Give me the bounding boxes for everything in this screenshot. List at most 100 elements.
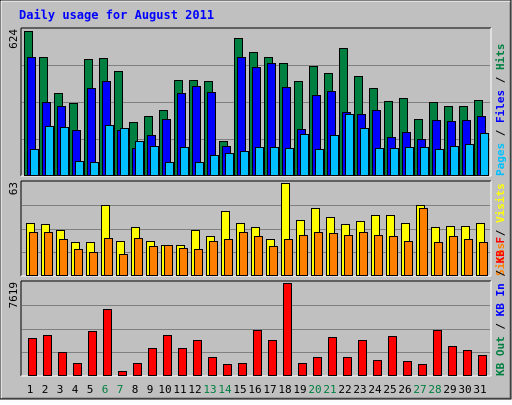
x-tick-label-day-13: 13 bbox=[203, 383, 216, 396]
x-tick-label-day-7: 7 bbox=[117, 383, 124, 396]
bar-kb-f-day-20 bbox=[313, 357, 322, 376]
x-tick-label-day-1: 1 bbox=[27, 383, 34, 396]
bar-pages-day-27 bbox=[420, 147, 429, 176]
bar-kb-f-day-29 bbox=[448, 346, 457, 376]
bar-sites-day-5 bbox=[89, 252, 98, 276]
bar-kb-f-day-23 bbox=[358, 340, 367, 376]
bar-sites-day-4 bbox=[74, 249, 83, 276]
legend-separator: / bbox=[494, 123, 507, 143]
bar-kb-f-day-12 bbox=[193, 340, 202, 376]
bar-pages-day-1 bbox=[30, 149, 39, 176]
legend-item-hits: Hits bbox=[494, 44, 507, 71]
bar-sites-day-31 bbox=[479, 242, 488, 276]
panel-kbytes-max-label: 7619 bbox=[7, 282, 20, 309]
legend-item-kb-f: KB F bbox=[494, 237, 507, 264]
bar-sites-day-19 bbox=[299, 235, 308, 276]
bar-sites-day-16 bbox=[254, 236, 263, 276]
bar-kb-f-day-25 bbox=[388, 336, 397, 376]
panel-hits: 624 Pages / Files / Hits bbox=[7, 27, 507, 177]
bar-kb-f-day-9 bbox=[148, 348, 157, 376]
bar-pages-day-24 bbox=[375, 148, 384, 176]
bar-sites-day-20 bbox=[314, 232, 323, 276]
series-pages bbox=[30, 114, 489, 176]
x-tick-label-day-2: 2 bbox=[42, 383, 49, 396]
x-tick-label-day-28: 28 bbox=[428, 383, 441, 396]
bar-kb-f-day-18 bbox=[283, 283, 292, 376]
bar-pages-day-29 bbox=[450, 146, 459, 176]
bar-pages-day-20 bbox=[315, 149, 324, 176]
x-tick-label-day-10: 10 bbox=[158, 383, 171, 396]
bar-kb-f-day-13 bbox=[208, 357, 217, 376]
panel-kbytes: 7619 KB Out / KB In / KB F bbox=[7, 237, 507, 377]
legend-separator: / bbox=[494, 223, 507, 243]
bar-pages-day-3 bbox=[60, 127, 69, 176]
bar-kb-f-day-14 bbox=[223, 364, 232, 376]
bar-pages-day-18 bbox=[285, 148, 294, 176]
bar-kb-f-day-24 bbox=[373, 360, 382, 376]
panel-visits: 63 Sites / Visits bbox=[7, 180, 507, 277]
bar-pages-day-15 bbox=[240, 151, 249, 176]
x-tick-label-day-24: 24 bbox=[368, 383, 382, 396]
bar-sites-day-17 bbox=[269, 246, 278, 276]
chart-title: Daily usage for August 2011 bbox=[19, 8, 214, 22]
x-tick-label-day-29: 29 bbox=[443, 383, 456, 396]
bar-pages-day-26 bbox=[405, 147, 414, 176]
bar-pages-day-2 bbox=[45, 126, 54, 176]
bar-pages-day-28 bbox=[435, 149, 444, 176]
bar-sites-day-15 bbox=[239, 232, 248, 276]
legend-item-pages: Pages bbox=[494, 143, 507, 176]
bar-pages-day-12 bbox=[195, 162, 204, 176]
bar-kb-f-day-22 bbox=[343, 357, 352, 376]
legend-separator: / bbox=[494, 316, 507, 336]
panel-hits-legend: Pages / Files / Hits bbox=[494, 44, 507, 177]
bar-pages-day-19 bbox=[300, 134, 309, 176]
x-tick-label-day-31: 31 bbox=[473, 383, 486, 396]
bar-pages-day-8 bbox=[135, 141, 144, 176]
bar-sites-day-28 bbox=[434, 242, 443, 276]
bar-pages-day-4 bbox=[75, 161, 84, 176]
x-tick-label-day-16: 16 bbox=[248, 383, 261, 396]
bar-sites-day-11 bbox=[179, 248, 188, 276]
bar-sites-day-12 bbox=[194, 249, 203, 276]
x-tick-label-day-21: 21 bbox=[323, 383, 336, 396]
bar-kb-f-day-15 bbox=[238, 363, 247, 376]
x-tick-label-day-3: 3 bbox=[57, 383, 64, 396]
bar-pages-day-13 bbox=[210, 155, 219, 176]
x-tick-label-day-12: 12 bbox=[188, 383, 201, 396]
x-tick-label-day-15: 15 bbox=[233, 383, 246, 396]
bar-kb-f-day-28 bbox=[433, 330, 442, 376]
bar-kb-f-day-26 bbox=[403, 361, 412, 376]
bar-sites-day-18 bbox=[284, 239, 293, 276]
bar-sites-day-1 bbox=[29, 232, 38, 276]
bar-kb-f-day-6 bbox=[103, 309, 112, 376]
bar-pages-day-25 bbox=[390, 148, 399, 176]
panel-visits-legend: Sites / Visits bbox=[494, 183, 507, 276]
legend-item-kb-out: KB Out bbox=[494, 336, 507, 376]
bar-sites-day-2 bbox=[44, 232, 53, 276]
bar-pages-day-30 bbox=[465, 144, 474, 176]
legend-item-sites: Sites bbox=[494, 243, 507, 276]
bar-sites-day-7 bbox=[119, 254, 128, 276]
bar-pages-day-17 bbox=[270, 147, 279, 176]
bar-sites-day-13 bbox=[209, 241, 218, 276]
bar-kb-f-day-17 bbox=[268, 340, 277, 376]
bar-pages-day-16 bbox=[255, 147, 264, 176]
bar-kb-f-day-21 bbox=[328, 337, 337, 376]
x-tick-label-day-27: 27 bbox=[413, 383, 426, 396]
bar-kb-f-day-11 bbox=[178, 348, 187, 376]
bar-kb-f-day-16 bbox=[253, 330, 262, 376]
legend-item-kb-in: KB In bbox=[494, 283, 507, 316]
bar-kb-f-day-30 bbox=[463, 350, 472, 376]
bar-sites-day-3 bbox=[59, 239, 68, 276]
x-tick-label-day-25: 25 bbox=[383, 383, 396, 396]
panel-hits-max-label: 624 bbox=[7, 29, 20, 49]
bar-kb-f-day-4 bbox=[73, 363, 82, 376]
bar-pages-day-23 bbox=[360, 128, 369, 176]
bar-sites-day-14 bbox=[224, 239, 233, 276]
bar-pages-day-21 bbox=[330, 135, 339, 176]
bar-kb-f-day-10 bbox=[163, 335, 172, 376]
bar-sites-day-27 bbox=[419, 208, 428, 276]
bar-kb-f-day-3 bbox=[58, 352, 67, 376]
